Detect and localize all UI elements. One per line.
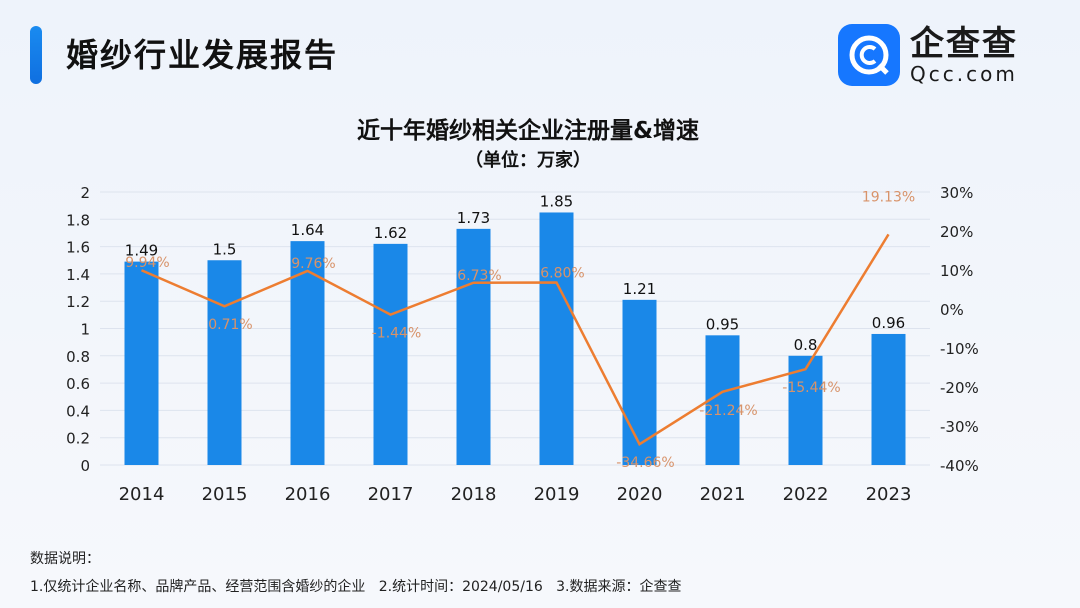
left-axis-tick: 1.4 <box>66 266 90 284</box>
x-axis-tick: 2019 <box>534 484 580 505</box>
x-axis-tick: 2016 <box>285 484 331 505</box>
left-axis-tick: 1.6 <box>66 239 90 257</box>
logo-name-en: Qcc.com <box>910 62 1018 86</box>
bar <box>871 333 906 465</box>
bar <box>290 241 325 465</box>
left-axis-tick: 0 <box>80 457 90 475</box>
bar-value-label: 1.21 <box>623 280 656 298</box>
x-axis-tick: 2017 <box>368 484 414 505</box>
footer-note: 1.仅统计企业名称、品牌产品、经营范围含婚纱的企业 2.统计时间：2024/05… <box>30 579 682 595</box>
right-axis-tick: 20% <box>940 223 973 241</box>
left-axis-tick: 0.2 <box>66 430 90 448</box>
right-axis-tick: 10% <box>940 262 973 280</box>
bar <box>456 228 491 465</box>
growth-value-label: 6.73% <box>457 268 501 284</box>
footer-heading: 数据说明： <box>30 551 100 567</box>
bar-value-label: 1.64 <box>291 221 324 239</box>
left-axis-tick: 0.4 <box>66 402 90 420</box>
growth-value-label: 9.76% <box>291 256 335 272</box>
page-title: 婚纱行业发展报告 <box>66 36 339 74</box>
chart: 近十年婚纱相关企业注册量&增速 （单位：万家） 0 0.2 0.4 0.6 0.8 1 1.… <box>66 117 979 505</box>
qcc-logo: 企查查 Qcc.com <box>838 24 1018 86</box>
left-axis-tick: 2 <box>80 184 90 202</box>
chart-title: 近十年婚纱相关企业注册量&增速 <box>357 117 699 144</box>
growth-value-label: -34.66% <box>616 455 674 471</box>
bar-value-label: 1.73 <box>457 209 490 227</box>
bar-value-label: 1.85 <box>540 192 573 210</box>
bar <box>622 299 657 465</box>
growth-line <box>141 233 890 446</box>
growth-value-label: 6.80% <box>540 265 584 281</box>
bar-value-label: 1.5 <box>213 240 237 258</box>
bar-value-label: 0.96 <box>872 314 905 332</box>
bar <box>373 243 408 465</box>
left-axis-tick: 1.2 <box>66 293 90 311</box>
bar-value-label: 1.62 <box>374 224 407 242</box>
chart-subtitle: （单位：万家） <box>465 149 591 171</box>
left-axis-tick: 1.8 <box>66 211 90 229</box>
growth-value-label: -1.44% <box>372 326 422 342</box>
bar-value-label: 1.49 <box>125 242 158 260</box>
growth-value-label: 0.71% <box>208 317 252 333</box>
right-axis-tick: 0% <box>940 301 964 319</box>
bar <box>124 261 159 465</box>
growth-value-label: -15.44% <box>782 380 840 396</box>
logo-name-cn: 企查查 <box>910 24 1018 64</box>
x-axis-tick: 2020 <box>617 484 663 505</box>
left-axis-tick: 1 <box>80 321 90 339</box>
right-axis-tick: -30% <box>940 418 979 436</box>
bar <box>788 355 823 465</box>
x-axis-tick: 2018 <box>451 484 497 505</box>
right-axis-tick: 30% <box>940 184 973 202</box>
bar <box>207 260 242 465</box>
title-accent-bar <box>30 26 42 84</box>
right-axis-tick: -20% <box>940 379 979 397</box>
growth-value-label: -21.24% <box>699 403 757 419</box>
x-axis-tick: 2022 <box>783 484 829 505</box>
right-axis-tick: -10% <box>940 340 979 358</box>
x-axis-tick: 2015 <box>202 484 248 505</box>
x-axis-tick: 2021 <box>700 484 746 505</box>
x-axis-tick: 2014 <box>119 484 165 505</box>
bar-value-label: 0.8 <box>794 336 818 354</box>
bar-value-label: 0.95 <box>706 315 739 333</box>
right-axis-tick: -40% <box>940 457 979 475</box>
growth-value-label: 19.13% <box>862 189 915 205</box>
bar <box>539 212 574 465</box>
growth-value-label: 9.94% <box>125 255 169 271</box>
qcc-logo-icon <box>838 24 900 86</box>
left-axis-tick: 0.6 <box>66 375 90 393</box>
x-axis-tick: 2023 <box>866 484 912 505</box>
left-axis-tick: 0.8 <box>66 348 90 366</box>
